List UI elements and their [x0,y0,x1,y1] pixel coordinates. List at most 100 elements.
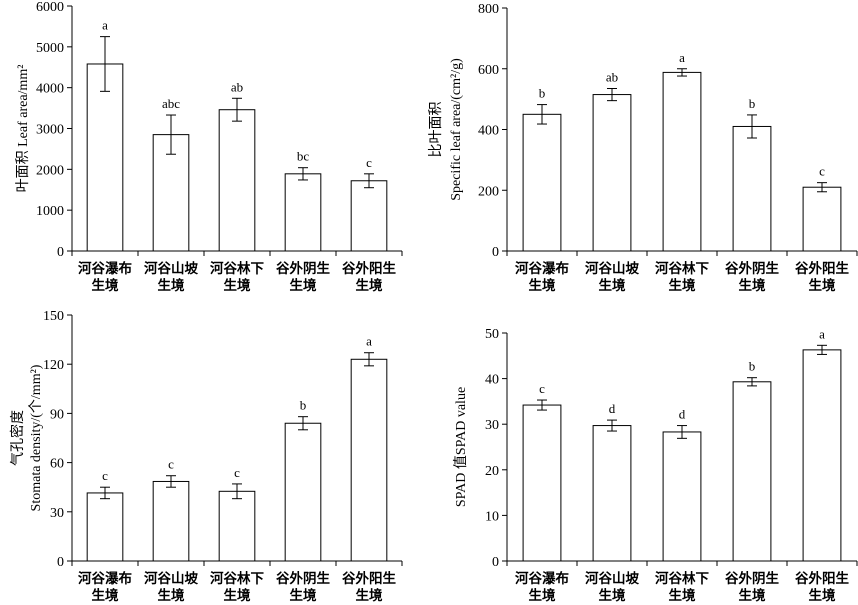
significance-label: b [539,86,546,101]
y-tick-label: 50 [485,327,499,342]
x-category-label: 生境 [356,277,383,294]
x-category-label: 河谷林下 [210,260,264,277]
x-category-label: 河谷林下 [210,570,264,587]
x-category-label: 生境 [92,277,119,294]
bar [350,180,388,252]
x-category-label: 河谷山坡 [144,260,198,277]
x-category-label: 河谷林下 [655,570,709,587]
bar [218,490,256,562]
x-category-label: 河谷瀑布 [78,570,132,587]
significance-label: c [234,465,240,480]
x-category-label: 生境 [356,587,383,604]
x-category-label: 河谷山坡 [585,260,639,277]
x-category-label: 生境 [290,277,317,294]
significance-label: a [102,18,108,33]
x-category-label: 生境 [529,277,557,294]
x-category-label: 生境 [224,587,251,604]
bar [86,492,124,562]
bar [802,186,842,252]
x-category-label: 生境 [809,277,837,294]
x-category-label: 生境 [669,587,697,604]
y-tick-label: 3000 [36,123,64,138]
y-tick-label: 0 [57,555,64,570]
y-tick-label: 1000 [36,204,64,219]
y-tick-label: 90 [50,407,64,422]
bar [732,381,772,562]
y-axis-title: Stomata density/(个/mm²) [28,364,44,511]
bar [662,71,702,252]
x-category-label: 谷外阳生 [342,260,396,277]
significance-label: a [679,50,685,65]
significance-label: ab [231,79,243,94]
y-tick-label: 400 [478,124,499,139]
x-category-label: 河谷瀑布 [78,260,132,277]
y-tick-label: 600 [478,63,499,78]
x-category-label: 生境 [599,277,627,294]
significance-label: a [366,334,372,349]
x-category-label: 河谷山坡 [144,570,198,587]
y-tick-label: 6000 [36,0,64,15]
x-category-label: 生境 [290,587,317,604]
y-axis-title: SPAD 值SPAD value [453,387,469,507]
significance-label: a [819,326,825,341]
significance-label: b [300,398,307,413]
bar [218,109,256,252]
x-category-label: 生境 [92,587,119,604]
significance-label: d [609,401,616,416]
x-category-label: 生境 [669,277,697,294]
y-axis-title: Specific leaf area/(cm²/g) [449,58,464,201]
bar [592,425,632,562]
y-tick-label: 0 [492,245,499,260]
y-tick-label: 40 [485,373,499,388]
bar [152,480,190,562]
x-category-label: 生境 [739,587,767,604]
x-category-label: 生境 [158,277,185,294]
x-category-label: 河谷瀑布 [515,570,569,587]
x-category-label: 谷外阳生 [795,570,849,587]
y-tick-label: 0 [492,555,499,570]
y-tick-label: 10 [485,509,499,524]
significance-label: bc [297,149,310,164]
x-category-label: 谷外阴生 [276,570,330,587]
y-tick-label: 4000 [36,82,64,97]
y-axis-title: 气孔密度 [9,410,26,466]
significance-label: c [366,155,372,170]
y-tick-label: 200 [478,184,499,199]
bar [86,63,124,252]
significance-label: c [102,468,108,483]
y-tick-label: 60 [50,457,64,472]
x-category-label: 谷外阴生 [725,260,779,277]
y-tick-label: 150 [43,309,64,324]
bar [284,422,322,562]
significance-label: abc [162,96,180,111]
bar [522,113,562,252]
y-tick-label: 2000 [36,163,64,178]
x-category-label: 谷外阴生 [725,570,779,587]
y-tick-label: 120 [43,358,64,373]
bar [732,125,772,252]
y-axis-title: 比叶面积 [428,102,444,158]
x-category-label: 生境 [158,587,185,604]
significance-label: c [168,457,174,472]
x-category-label: 谷外阳生 [342,570,396,587]
x-category-label: 河谷山坡 [585,570,639,587]
x-category-label: 河谷林下 [655,260,709,277]
significance-label: ab [606,69,618,84]
y-tick-label: 0 [57,245,64,260]
x-category-label: 生境 [739,277,767,294]
bar [662,431,702,562]
x-category-label: 河谷瀑布 [515,260,569,277]
bar [522,404,562,562]
significance-label: d [679,407,686,422]
significance-label: c [819,164,825,179]
x-category-label: 生境 [529,587,557,604]
significance-label: c [539,381,545,396]
x-category-label: 生境 [809,587,837,604]
x-category-label: 生境 [599,587,627,604]
bar [284,173,322,252]
x-category-label: 谷外阳生 [795,260,849,277]
